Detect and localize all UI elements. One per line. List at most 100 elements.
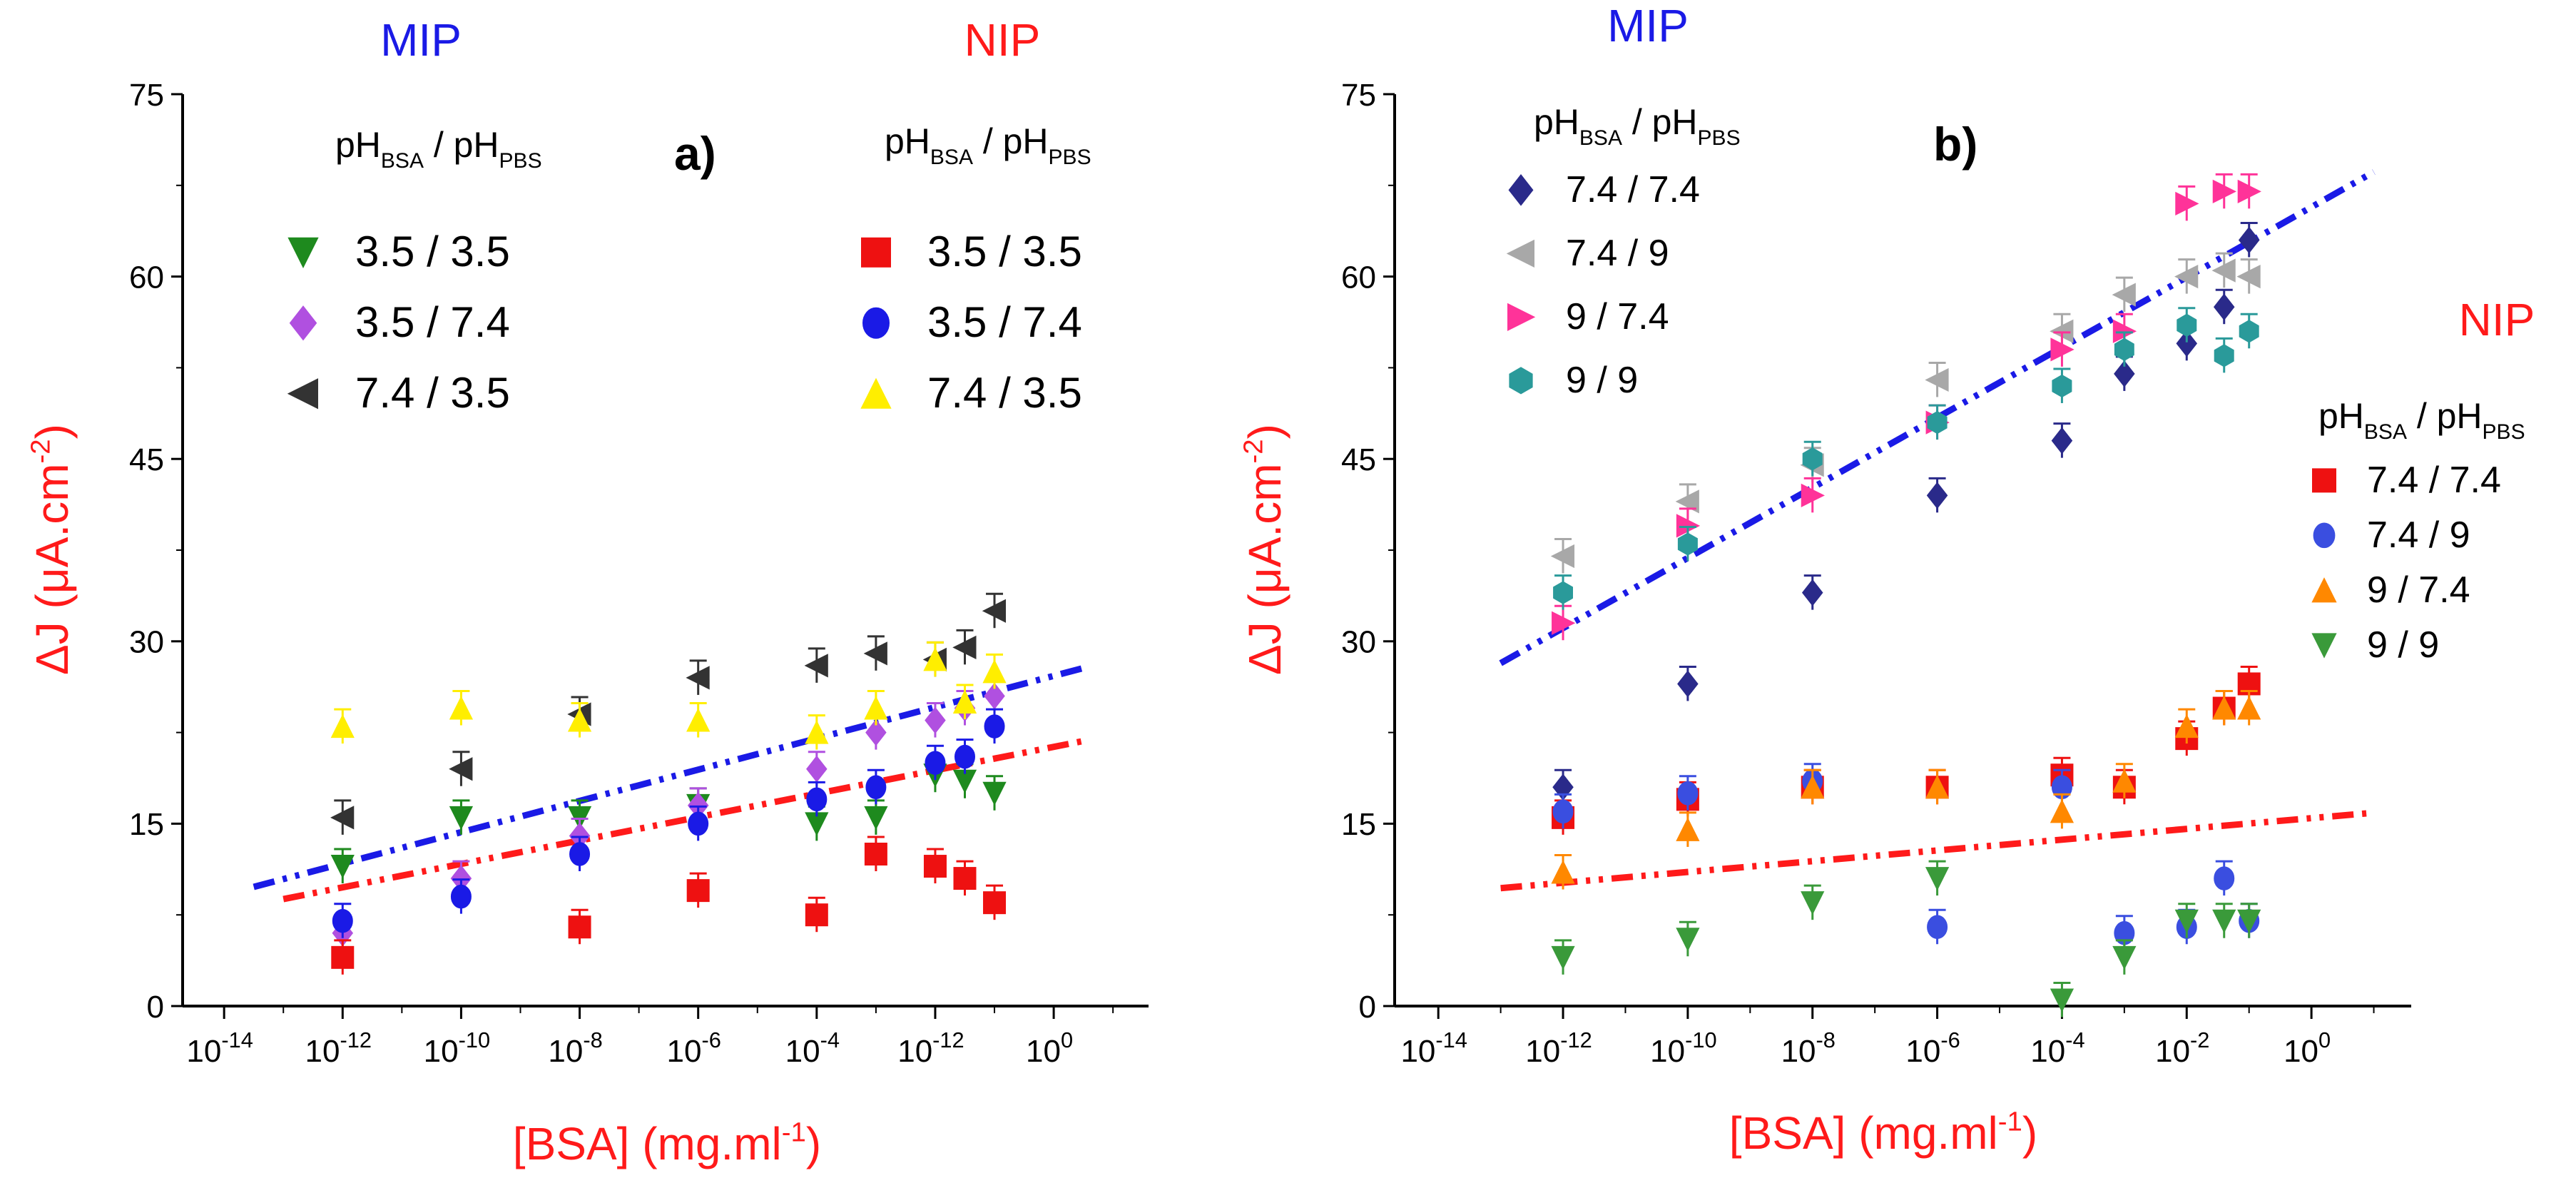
data-series: [1551, 690, 2261, 890]
data-point: [332, 908, 353, 933]
y-tick-label: 45: [129, 442, 164, 477]
panel-label: b): [1933, 118, 1977, 171]
x-tick-label: 10-6: [1905, 1027, 1960, 1069]
legend-entry-label: 9 / 9: [2367, 624, 2439, 666]
data-point: [567, 708, 592, 732]
data-point: [686, 666, 710, 690]
data-point: [2213, 293, 2235, 321]
data-point: [686, 708, 711, 732]
data-point: [1677, 670, 1699, 698]
x-tick-label: 10-12: [897, 1027, 964, 1069]
data-point: [330, 714, 355, 738]
x-axis-label: [BSA] (mg.ml-1): [513, 1117, 821, 1169]
data-point: [2114, 337, 2134, 361]
y-tick-label: 15: [1341, 807, 1376, 842]
legend-title: NIP: [2459, 294, 2535, 345]
data-point: [805, 903, 828, 927]
x-tick-label: 10-12: [1525, 1027, 1592, 1069]
data-point: [2050, 337, 2074, 362]
data-series: [332, 677, 1005, 950]
y-tick-label: 75: [129, 78, 164, 113]
data-point: [2238, 226, 2260, 254]
data-point: [1801, 483, 1825, 507]
data-point: [1553, 581, 1573, 604]
data-point: [2211, 258, 2236, 283]
data-point: [1801, 579, 1823, 606]
data-point: [2237, 696, 2261, 720]
data-series: [1552, 665, 2261, 835]
data-point: [1801, 891, 1825, 915]
data-point: [805, 720, 829, 744]
data-point: [2112, 768, 2137, 793]
legend-entry-label: 7.4 / 7.4: [2367, 460, 2501, 501]
x-tick-label: 10-8: [548, 1027, 602, 1069]
data-point: [331, 945, 355, 969]
data-point: [864, 843, 887, 865]
data-point: [567, 806, 592, 831]
data-point: [569, 842, 591, 866]
legend-marker: [1508, 174, 1534, 206]
data-point: [925, 751, 946, 775]
data-point: [1676, 928, 1700, 952]
data-point: [982, 599, 1007, 623]
legend-entry-label: 3.5 / 3.5: [927, 228, 1082, 275]
y-tick-label: 60: [129, 260, 164, 295]
data-point: [806, 755, 828, 783]
legend-entry-label: 7.4 / 9: [2367, 514, 2470, 556]
data-point: [2112, 945, 2137, 970]
x-tick-label: 10-10: [424, 1027, 490, 1069]
data-point: [2051, 427, 2073, 455]
data-point: [923, 855, 947, 878]
data-point: [1925, 367, 1949, 392]
panel-label: a): [674, 127, 716, 180]
legend-header: pHBSA / pHPBS: [885, 121, 1091, 169]
y-tick-label: 30: [1341, 625, 1376, 660]
data-point: [449, 757, 473, 781]
data-point: [1552, 799, 1574, 824]
legend-marker: [287, 378, 318, 410]
legend-entry-label: 9 / 9: [1566, 360, 1638, 401]
data-point: [2239, 320, 2259, 343]
data-point: [449, 696, 474, 720]
legend-marker: [2312, 468, 2336, 493]
data-point: [2214, 866, 2235, 890]
data-point: [923, 647, 947, 671]
data-point: [1677, 532, 1698, 556]
data-point: [983, 891, 1007, 915]
data-point: [954, 744, 975, 769]
data-point: [1551, 860, 1575, 884]
data-series: [1552, 763, 2260, 950]
legend-title: MIP: [1607, 0, 1689, 51]
fit-line: [282, 738, 1084, 903]
legend-mip: MIP pHBSA / pHPBS 7.4 / 7.4 7.4 / 9 9 / 7.4 9…: [1506, 0, 1741, 401]
data-point: [2214, 344, 2234, 367]
data-point: [449, 806, 474, 831]
data-point: [864, 696, 888, 720]
data-point: [1926, 482, 1948, 509]
data-point: [330, 855, 355, 879]
data-point: [1675, 489, 1699, 514]
data-point: [2050, 799, 2074, 823]
y-tick-label: 60: [1341, 260, 1376, 295]
legend-marker: [862, 307, 890, 339]
x-tick-label: 100: [2284, 1027, 2331, 1069]
legend-entry-label: 9 / 7.4: [1566, 296, 1669, 337]
legend-header: pHBSA / pHPBS: [2318, 396, 2525, 444]
data-point: [865, 775, 887, 800]
legend-entry-label: 9 / 7.4: [2367, 569, 2470, 611]
x-tick-label: 10-6: [667, 1027, 721, 1069]
legend-marker: [1507, 303, 1536, 331]
legend-entry-label: 7.4 / 7.4: [1566, 169, 1700, 210]
legend-entry-label: 7.4 / 3.5: [355, 369, 510, 417]
data-series: [331, 836, 1007, 975]
legend-marker: [1509, 367, 1533, 395]
legend-title: NIP: [964, 14, 1041, 66]
data-point: [2176, 330, 2198, 357]
y-tick-label: 75: [1341, 78, 1376, 113]
legend-header: pHBSA / pHPBS: [1534, 102, 1741, 150]
y-tick-label: 0: [1359, 990, 1376, 1025]
x-tick-label: 10-4: [785, 1027, 840, 1069]
data-point: [1552, 611, 1576, 635]
legend-entry-label: 7.4 / 9: [1566, 233, 1669, 274]
data-point: [1801, 775, 1825, 799]
